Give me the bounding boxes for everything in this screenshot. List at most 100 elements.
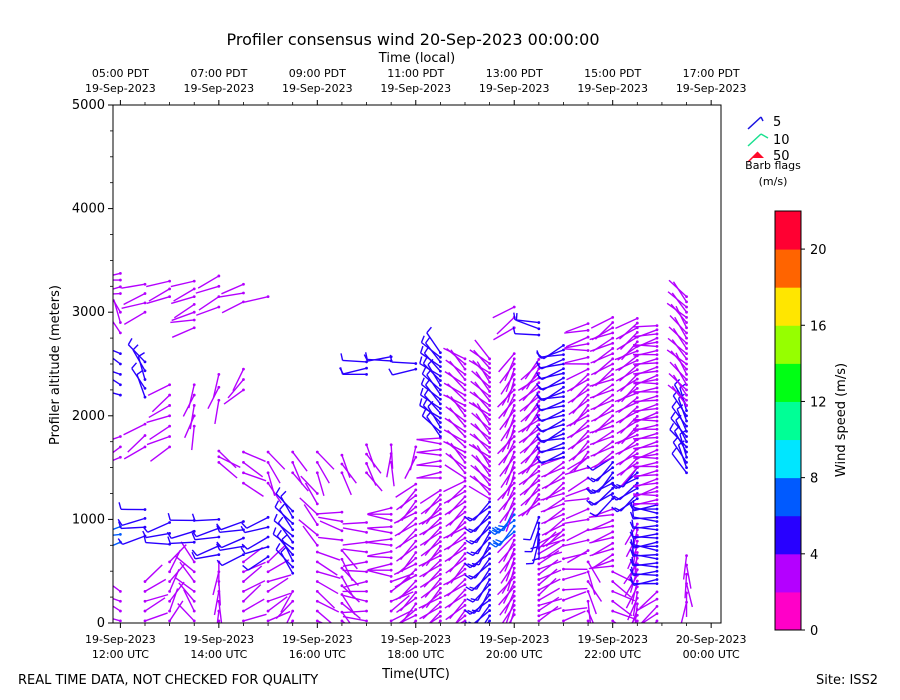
wind-barb-base xyxy=(685,321,688,324)
wind-barb-feather xyxy=(495,538,503,543)
wind-barb-feather xyxy=(513,312,516,320)
wind-barb xyxy=(544,518,564,536)
wind-barb-base xyxy=(562,567,565,571)
wind-barb-base xyxy=(143,360,147,364)
wind-barb-base xyxy=(655,569,659,573)
barb-legend-label: 50 xyxy=(773,149,790,164)
wind-barb-base xyxy=(463,541,467,545)
wind-barb xyxy=(565,508,589,520)
wind-barb-base xyxy=(655,477,659,481)
wind-barb xyxy=(671,292,688,313)
wind-barb xyxy=(499,410,515,431)
wind-barb xyxy=(123,423,146,436)
wind-barb-base xyxy=(315,502,319,506)
wind-barb-base xyxy=(512,492,516,495)
wind-barb xyxy=(633,535,658,539)
wind-barb xyxy=(422,559,441,578)
wind-barb-base xyxy=(562,446,565,450)
wind-barb xyxy=(541,442,564,454)
wind-barb-base xyxy=(365,619,368,623)
wind-barb xyxy=(423,569,441,588)
wind-barb-base xyxy=(635,452,639,456)
wind-barb-base xyxy=(562,409,565,413)
wind-barb xyxy=(594,368,614,387)
x-tick-label-time: 00:00 UTC xyxy=(683,648,740,661)
wind-barb xyxy=(443,394,466,407)
wind-barb-base xyxy=(512,566,516,570)
wind-barb-base xyxy=(655,336,659,340)
wind-barb xyxy=(144,612,168,622)
wind-barb xyxy=(542,534,564,548)
wind-barb-base xyxy=(463,455,467,459)
wind-barb-base xyxy=(635,486,639,490)
wind-barb-base xyxy=(655,440,659,444)
wind-barb xyxy=(343,594,367,602)
wind-barb-base xyxy=(266,535,270,539)
wind-barb-feather xyxy=(629,548,634,557)
wind-barb-base xyxy=(512,352,516,356)
wind-barb xyxy=(538,559,559,575)
wind-barb-base xyxy=(438,596,442,600)
wind-barb-base xyxy=(537,521,541,525)
wind-barb-base xyxy=(118,383,122,387)
wind-barb xyxy=(147,521,170,533)
wind-barb-base xyxy=(611,404,615,407)
wind-barb-base xyxy=(217,449,221,453)
wind-barb-base xyxy=(562,357,565,361)
wind-barb-base xyxy=(340,601,344,605)
wind-barb xyxy=(545,482,564,501)
wind-barb xyxy=(469,349,491,365)
wind-barb xyxy=(267,544,286,563)
wind-barb-base xyxy=(168,445,172,449)
wind-barb xyxy=(472,401,491,420)
wind-barb xyxy=(615,401,638,413)
wind-barb-base xyxy=(143,590,147,593)
colorbar-bin xyxy=(775,401,801,441)
wind-barb-base xyxy=(463,367,467,371)
wind-barb-base xyxy=(143,378,147,381)
y-axis-label: Profiler altitude (meters) xyxy=(48,285,63,445)
barb-legend-symbol xyxy=(747,133,762,147)
wind-barb xyxy=(473,475,491,495)
wind-barb-base xyxy=(242,580,245,583)
wind-barb-base xyxy=(242,520,245,523)
wind-barb xyxy=(633,563,658,568)
wind-barb-base xyxy=(685,393,688,397)
wind-barb-feather xyxy=(530,546,538,550)
wind-barb-feather xyxy=(94,529,98,535)
wind-barb xyxy=(671,385,688,406)
wind-barb-base xyxy=(655,349,659,352)
wind-barb-base xyxy=(685,352,688,356)
wind-barb-feather xyxy=(672,389,679,397)
wind-barb-base xyxy=(512,543,516,547)
wind-barb xyxy=(566,378,589,392)
wind-barb-base xyxy=(143,516,147,520)
wind-barb-feather xyxy=(670,411,676,419)
wind-barb-base xyxy=(562,588,565,592)
wind-barb-base xyxy=(512,608,516,612)
wind-barb-base xyxy=(655,590,659,594)
wind-barb-feather xyxy=(419,398,423,406)
wind-barb-feather xyxy=(216,541,222,549)
wind-barb xyxy=(633,381,658,385)
wind-barb-base xyxy=(586,424,590,428)
wind-barb-feather xyxy=(419,356,423,364)
wind-barb-base xyxy=(414,528,418,532)
wind-barb xyxy=(316,610,333,623)
wind-barb xyxy=(184,415,195,439)
wind-barb xyxy=(416,464,441,468)
wind-barb-base xyxy=(168,599,172,603)
wind-barb xyxy=(633,358,658,367)
wind-barb-base xyxy=(586,450,590,454)
wind-barb-base xyxy=(635,591,639,594)
wind-barb xyxy=(672,281,688,303)
wind-barb-base xyxy=(438,379,442,382)
wind-barb xyxy=(590,446,613,457)
wind-barb-base xyxy=(586,429,590,433)
wind-barb xyxy=(593,404,614,422)
wind-barb-base xyxy=(168,295,172,299)
wind-barb xyxy=(498,586,515,606)
wind-barb-base xyxy=(438,521,442,525)
wind-barb xyxy=(145,541,170,545)
wind-barb-base xyxy=(414,505,418,509)
